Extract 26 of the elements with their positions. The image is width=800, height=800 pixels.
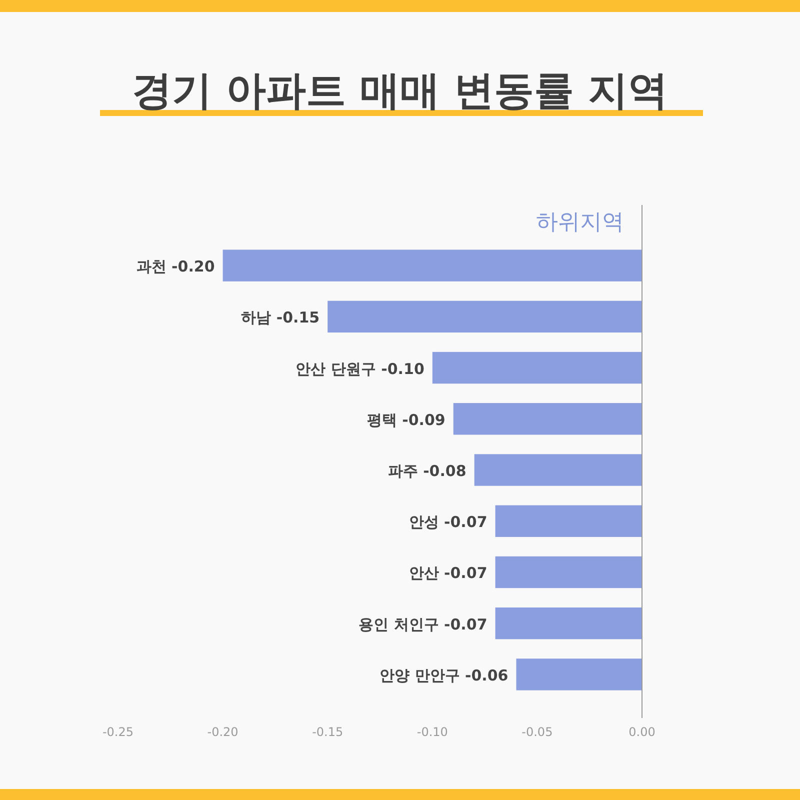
y-tick-label: 평택	[366, 410, 402, 429]
data-label: -0.15	[276, 308, 320, 327]
data-label: -0.07	[444, 564, 488, 582]
y-tick-label: 용인 처인구	[358, 615, 444, 634]
y-tick-label: 안성	[408, 513, 444, 532]
chart-title: 경기 아파트 매매 변동률 지역	[132, 68, 668, 114]
chart-subtitle: 하위지역	[536, 210, 624, 235]
y-tick-label: 하남	[241, 308, 276, 327]
x-tick-label: -0.20	[207, 725, 238, 739]
data-label: -0.20	[172, 258, 215, 276]
x-tick-label: -0.15	[312, 725, 344, 739]
y-tick-label: 과천	[136, 258, 172, 276]
y-tick-label: 안산 단원구	[296, 360, 382, 378]
y-tick-label: 안산	[408, 564, 444, 582]
data-label: -0.06	[464, 666, 508, 684]
data-label: -0.07	[444, 615, 488, 634]
data-label: -0.08	[423, 462, 466, 480]
data-label: -0.10	[381, 360, 424, 378]
x-tick-label: -0.25	[102, 725, 134, 739]
x-tick-label: -0.10	[416, 725, 448, 739]
y-tick-label: 파주	[388, 462, 424, 480]
data-label: -0.09	[402, 410, 446, 429]
data-label: -0.07	[444, 513, 488, 532]
x-tick-label: 0.00	[628, 725, 656, 739]
y-tick-label: 안양 만안구	[380, 666, 465, 684]
x-tick-label: -0.05	[522, 725, 553, 739]
